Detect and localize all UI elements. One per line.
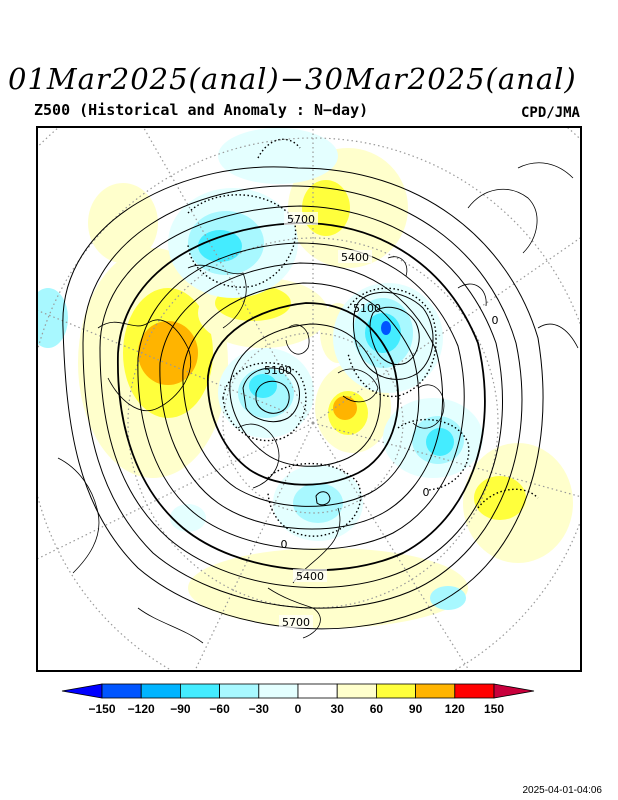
colorbar-swatch <box>101 683 142 699</box>
colorbar-tick-label: −30 <box>249 702 270 716</box>
colorbar-tick-label: −60 <box>209 702 230 716</box>
colorbar-tick-label: 0 <box>295 702 302 716</box>
colorbar-tick-label: 120 <box>445 702 465 716</box>
colorbar-lower-extension <box>61 683 103 699</box>
colorbar-tick-label: −90 <box>170 702 191 716</box>
contour-label-5700-north: 5700 <box>287 213 315 226</box>
contour-label-5700-south: 5700 <box>282 616 310 629</box>
zero-anomaly-contours <box>187 138 539 537</box>
colorbar-swatch <box>297 683 338 699</box>
contour-label-zero-south: 0 <box>281 538 288 551</box>
map-title: 01Mar2025(anal)−30Mar2025(anal) <box>8 62 577 96</box>
colorbar-swatch <box>336 683 377 699</box>
contour-label-5100-east: 5100 <box>353 302 381 315</box>
positive-anomaly-shading <box>78 148 573 628</box>
colorbar-tick-label: 150 <box>484 702 504 716</box>
colorbar-swatch <box>415 683 456 699</box>
timestamp: 2025-04-01-04:06 <box>522 785 602 796</box>
colorbar-swatch <box>140 683 181 699</box>
height-contours <box>62 166 544 630</box>
contour-label-zero-east: 0 <box>492 314 499 327</box>
colorbar-tick-label: −120 <box>128 702 155 716</box>
contour-labels: 5700 5400 5100 5100 5400 5700 0 0 0 <box>264 212 499 629</box>
negative-anomaly-shading <box>38 128 483 610</box>
credit-label: CPD/JMA <box>520 105 580 121</box>
polar-map: 5700 5400 5100 5100 5400 5700 0 0 0 <box>36 126 582 672</box>
colorbar-tick-label: −150 <box>88 702 115 716</box>
contour-label-zero-southeast: 0 <box>423 486 430 499</box>
map-canvas: 5700 5400 5100 5100 5400 5700 0 0 0 <box>38 128 580 670</box>
colorbar-tick-label: 30 <box>331 702 345 716</box>
contour-label-5100-west: 5100 <box>264 364 292 377</box>
colorbar-tick-label: 60 <box>370 702 384 716</box>
colorbar-canvas: −150 −120 −90 −60 −30 0 30 60 90 120 150 <box>61 683 535 716</box>
colorbar-swatch <box>454 683 495 699</box>
coastlines <box>57 162 579 644</box>
colorbar-swatch <box>219 683 260 699</box>
colorbar-upper-extension <box>493 683 535 699</box>
colorbar-swatch <box>180 683 221 699</box>
colorbar-swatch <box>375 683 416 699</box>
colorbar-tick-label: 90 <box>409 702 423 716</box>
contour-label-5400-north: 5400 <box>341 251 369 264</box>
colorbar-swatch <box>258 683 299 699</box>
contour-label-5400-south: 5400 <box>296 570 324 583</box>
anomaly-colorbar: −150 −120 −90 −60 −30 0 30 60 90 120 150 <box>60 682 536 718</box>
map-subtitle: Z500 (Historical and Anomaly : N−day) <box>34 101 369 119</box>
